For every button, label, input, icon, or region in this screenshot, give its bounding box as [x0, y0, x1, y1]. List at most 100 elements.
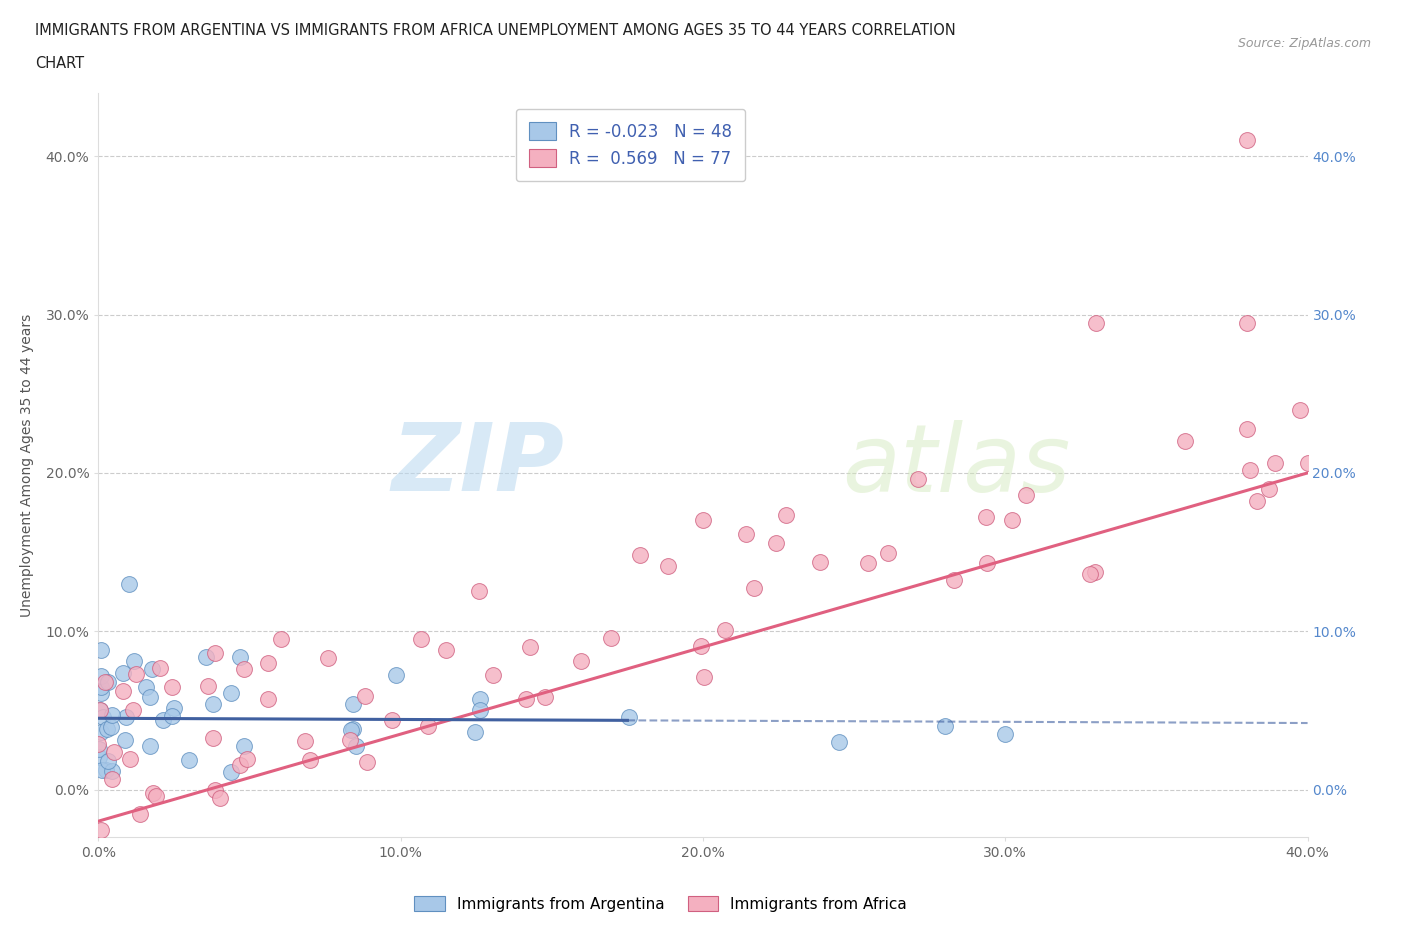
- Point: [138, 738, 160, 753]
- Point: [270, 631, 292, 646]
- Point: [1078, 566, 1101, 581]
- Point: [87, 737, 110, 751]
- Point: [103, 744, 125, 759]
- Point: [299, 753, 322, 768]
- Point: [519, 640, 541, 655]
- Point: [163, 700, 186, 715]
- Point: [974, 510, 997, 525]
- Point: [742, 580, 765, 595]
- Point: [114, 710, 136, 724]
- Text: IMMIGRANTS FROM ARGENTINA VS IMMIGRANTS FROM AFRICA UNEMPLOYMENT AMONG AGES 35 T: IMMIGRANTS FROM ARGENTINA VS IMMIGRANTS …: [35, 23, 956, 38]
- Point: [233, 738, 256, 753]
- Point: [149, 660, 172, 675]
- Point: [534, 689, 557, 704]
- Point: [111, 684, 134, 698]
- Text: CHART: CHART: [35, 56, 84, 71]
- Point: [994, 726, 1017, 741]
- Point: [90, 823, 112, 838]
- Point: [1015, 488, 1038, 503]
- Point: [342, 697, 364, 711]
- Point: [229, 650, 252, 665]
- Point: [416, 718, 439, 733]
- Point: [141, 662, 163, 677]
- Point: [339, 723, 361, 737]
- Point: [692, 670, 714, 684]
- Point: [569, 654, 592, 669]
- Point: [856, 556, 879, 571]
- Point: [714, 623, 737, 638]
- Point: [934, 719, 956, 734]
- Point: [160, 709, 183, 724]
- Point: [1001, 512, 1024, 527]
- Legend: R = -0.023   N = 48, R =  0.569   N = 77: R = -0.023 N = 48, R = 0.569 N = 77: [516, 109, 745, 181]
- Text: ZIP: ZIP: [391, 419, 564, 511]
- Y-axis label: Unemployment Among Ages 35 to 44 years: Unemployment Among Ages 35 to 44 years: [21, 313, 34, 617]
- Point: [1084, 565, 1107, 579]
- Point: [385, 667, 408, 682]
- Point: [619, 710, 641, 724]
- Point: [765, 536, 787, 551]
- Point: [692, 513, 714, 528]
- Point: [90, 643, 112, 658]
- Point: [356, 754, 378, 769]
- Point: [90, 763, 112, 777]
- Legend: Immigrants from Argentina, Immigrants from Africa: Immigrants from Argentina, Immigrants fr…: [408, 889, 914, 918]
- Point: [877, 546, 900, 561]
- Point: [97, 754, 120, 769]
- Point: [316, 651, 339, 666]
- Point: [209, 790, 232, 805]
- Point: [90, 669, 112, 684]
- Point: [943, 572, 966, 587]
- Point: [515, 691, 537, 706]
- Point: [101, 772, 124, 787]
- Point: [976, 555, 998, 570]
- Text: atlas: atlas: [842, 419, 1070, 511]
- Point: [907, 472, 929, 486]
- Point: [219, 764, 242, 779]
- Point: [657, 559, 679, 574]
- Point: [91, 710, 114, 724]
- Point: [118, 751, 141, 766]
- Point: [145, 788, 167, 803]
- Point: [1296, 455, 1319, 470]
- Point: [808, 555, 831, 570]
- Point: [828, 735, 851, 750]
- Point: [468, 702, 491, 717]
- Point: [177, 752, 200, 767]
- Point: [342, 722, 364, 737]
- Point: [114, 732, 136, 747]
- Point: [229, 758, 252, 773]
- Point: [122, 654, 145, 669]
- Point: [232, 661, 254, 676]
- Point: [1257, 482, 1279, 497]
- Point: [100, 708, 122, 723]
- Point: [101, 764, 124, 778]
- Point: [1085, 315, 1108, 330]
- Text: Source: ZipAtlas.com: Source: ZipAtlas.com: [1237, 37, 1371, 50]
- Point: [197, 679, 219, 694]
- Point: [97, 674, 120, 689]
- Point: [1239, 462, 1261, 477]
- Point: [600, 631, 623, 645]
- Point: [354, 688, 377, 703]
- Point: [294, 734, 316, 749]
- Point: [409, 631, 432, 646]
- Point: [1289, 403, 1312, 418]
- Point: [201, 697, 224, 711]
- Point: [89, 703, 111, 718]
- Point: [139, 690, 162, 705]
- Point: [1246, 494, 1268, 509]
- Point: [152, 712, 174, 727]
- Point: [734, 527, 756, 542]
- Point: [96, 722, 118, 737]
- Point: [628, 548, 651, 563]
- Point: [194, 650, 217, 665]
- Point: [121, 703, 143, 718]
- Point: [202, 731, 225, 746]
- Point: [1174, 433, 1197, 448]
- Point: [204, 646, 226, 661]
- Point: [481, 668, 503, 683]
- Point: [464, 724, 486, 739]
- Point: [775, 508, 797, 523]
- Point: [689, 639, 711, 654]
